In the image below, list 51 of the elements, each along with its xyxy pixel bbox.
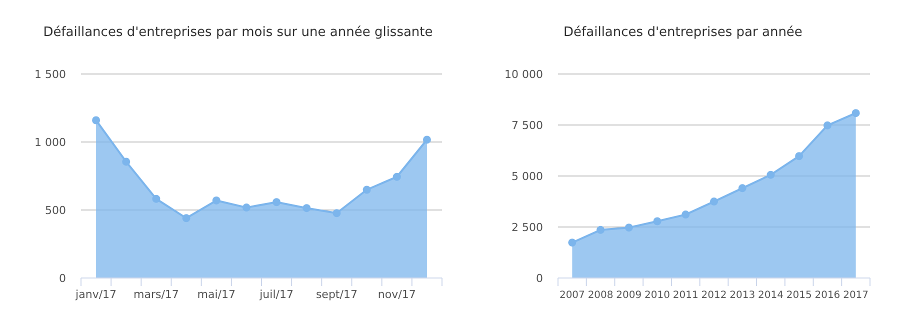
x-tick-label: 2017 (843, 290, 869, 301)
x-tick-label: 2010 (644, 290, 670, 301)
x-tick-label: mai/17 (197, 288, 236, 301)
point (568, 238, 576, 247)
x-tick-label: 2012 (701, 290, 727, 301)
y-tick-label: 0 (536, 272, 543, 285)
x-tick-label: 2007 (559, 290, 585, 301)
x-tick-label: nov/17 (378, 288, 416, 301)
point (682, 210, 690, 219)
point (332, 209, 341, 218)
point (596, 226, 605, 234)
point (852, 109, 860, 118)
point (92, 116, 100, 124)
point (272, 198, 281, 206)
point (302, 204, 311, 212)
point (422, 136, 431, 144)
x-tick-label: 2014 (758, 290, 784, 301)
x-tick-label: janv/17 (74, 288, 117, 301)
y-tick-label: 5 000 (512, 170, 543, 183)
y-tick-label: 7 500 (512, 118, 543, 132)
y-tick-label: 10 000 (504, 68, 543, 81)
x-tick-label: 2009 (616, 290, 642, 301)
point (653, 217, 662, 226)
y-tick-label: 1 500 (34, 68, 66, 81)
x-tick-label: 2008 (588, 290, 614, 301)
x-tick-label: 2011 (672, 290, 698, 301)
y-tick-label: 1 000 (34, 136, 66, 149)
x-tick-label: 2016 (814, 290, 840, 301)
point (738, 184, 746, 192)
point (710, 198, 718, 206)
chart-title: Défaillances d'entreprises par année (564, 25, 802, 40)
point (624, 224, 633, 232)
x-tick-label: juil/17 (258, 288, 294, 301)
point (122, 158, 130, 166)
x-tick-label: 2015 (786, 290, 812, 301)
point (242, 204, 250, 212)
x-tick-label: mars/17 (133, 288, 179, 301)
point (795, 152, 804, 160)
x-tick-label: 2013 (730, 290, 756, 301)
x-tick-label: sept/17 (316, 288, 358, 301)
point (182, 214, 190, 222)
y-tick-label: 2 500 (512, 220, 543, 234)
chart-title: Défaillances d'entreprises par mois sur une année glissante (43, 25, 433, 40)
y-tick-label: 0 (59, 272, 66, 285)
point (823, 121, 832, 130)
point (152, 194, 160, 203)
point (362, 186, 371, 194)
point (766, 170, 775, 179)
y-tick-label: 500 (45, 204, 66, 217)
point (392, 172, 401, 181)
point (212, 196, 220, 204)
